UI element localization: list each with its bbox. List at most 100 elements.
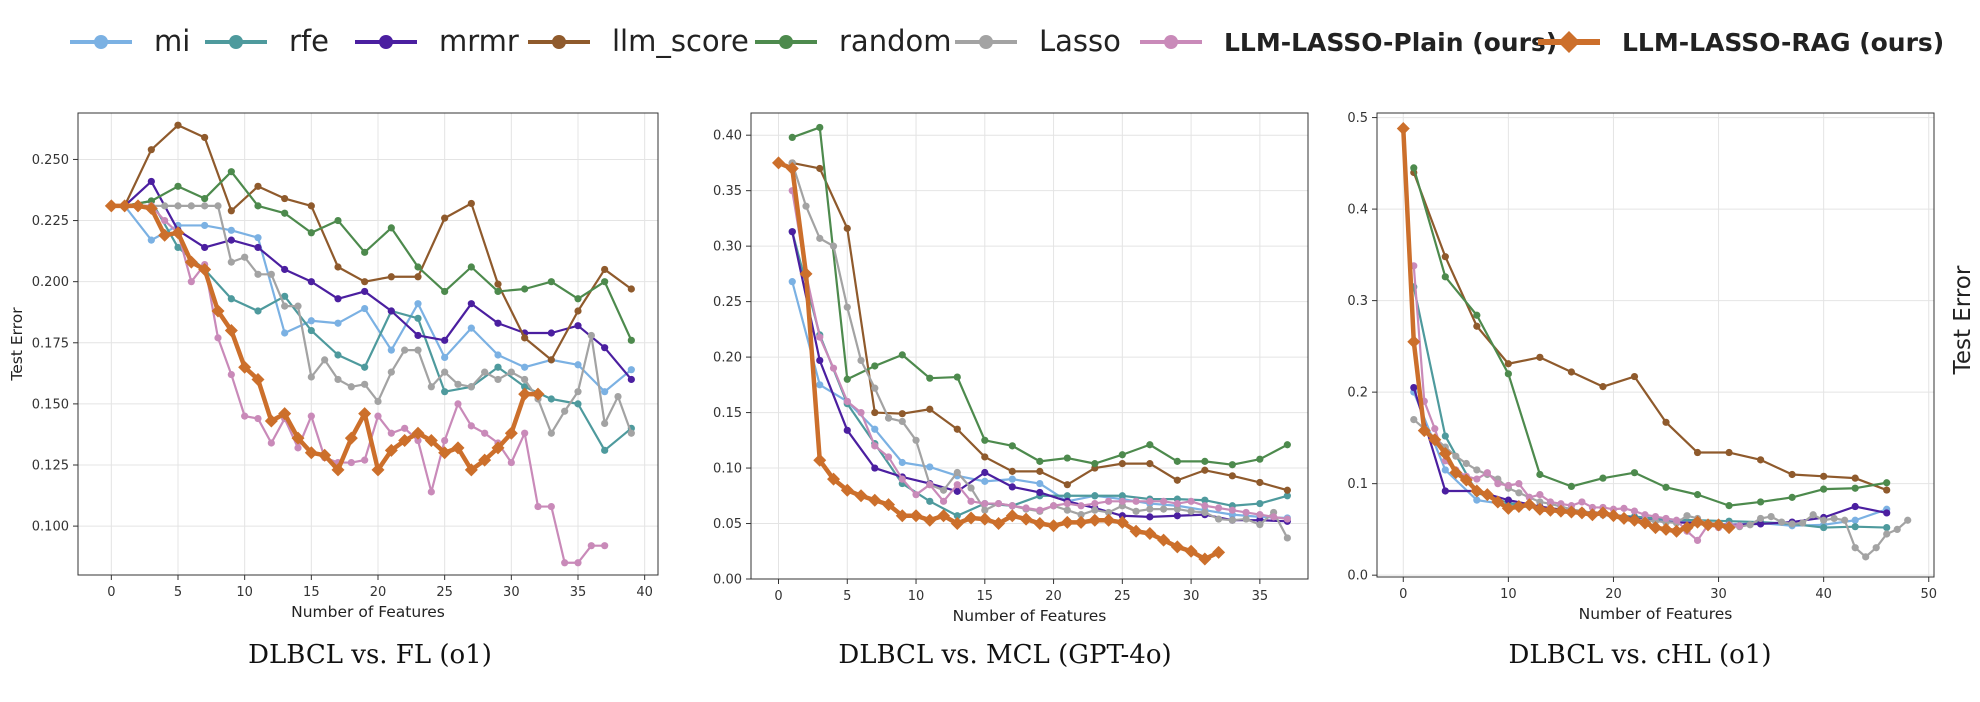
data-point bbox=[1283, 492, 1291, 500]
data-point bbox=[1088, 513, 1102, 527]
data-point bbox=[1201, 457, 1209, 465]
data-point bbox=[939, 497, 948, 505]
data-point bbox=[547, 329, 555, 337]
data-point bbox=[521, 375, 529, 384]
data-point bbox=[1173, 512, 1181, 520]
data-point bbox=[981, 453, 989, 461]
data-point bbox=[398, 434, 412, 448]
data-point bbox=[1504, 360, 1512, 368]
data-point bbox=[601, 419, 609, 428]
data-point bbox=[334, 319, 342, 327]
data-point bbox=[1228, 516, 1236, 524]
data-point bbox=[843, 375, 851, 383]
data-point bbox=[1820, 516, 1828, 524]
legend-label: rfe bbox=[289, 24, 329, 58]
data-point bbox=[1512, 500, 1526, 514]
data-point bbox=[254, 234, 262, 242]
data-point bbox=[1132, 507, 1140, 515]
x-tick-label: 0 bbox=[774, 589, 782, 604]
data-point bbox=[521, 383, 529, 391]
x-tick-label: 10 bbox=[908, 589, 925, 604]
data-point bbox=[521, 429, 529, 437]
caption-mcl: DLBCL vs. MCL (GPT-4o) bbox=[838, 640, 1172, 670]
data-point bbox=[227, 226, 235, 234]
data-point bbox=[1146, 441, 1154, 449]
data-point bbox=[334, 216, 342, 225]
data-point bbox=[1767, 512, 1775, 521]
data-point bbox=[1473, 496, 1481, 504]
y-tick-label: 0.1 bbox=[1347, 477, 1368, 492]
data-point bbox=[772, 156, 786, 170]
data-point bbox=[1170, 540, 1184, 554]
data-point bbox=[521, 285, 529, 293]
y-tick-label: 0.4 bbox=[1347, 203, 1368, 218]
x-tick-label: 25 bbox=[1114, 589, 1131, 604]
x-tick-label: 15 bbox=[977, 589, 994, 604]
data-point bbox=[1617, 511, 1631, 525]
data-point bbox=[467, 383, 475, 391]
data-point bbox=[843, 426, 851, 434]
data-point bbox=[1778, 518, 1786, 526]
data-point bbox=[1680, 521, 1694, 535]
data-point bbox=[1575, 506, 1589, 520]
data-point bbox=[854, 489, 868, 503]
series-mrmr bbox=[1410, 383, 1891, 529]
data-point bbox=[1049, 502, 1058, 510]
data-point bbox=[1651, 512, 1660, 521]
data-point bbox=[1712, 518, 1726, 532]
data-point bbox=[534, 502, 542, 511]
data-point bbox=[967, 484, 975, 492]
data-point bbox=[481, 429, 489, 437]
data-point bbox=[318, 448, 332, 462]
data-point bbox=[788, 133, 796, 142]
legend-swatch-marker bbox=[779, 35, 793, 49]
data-point bbox=[1036, 506, 1044, 514]
data-point bbox=[1033, 517, 1047, 531]
data-point bbox=[494, 351, 502, 359]
data-point bbox=[1201, 508, 1209, 517]
data-point bbox=[816, 356, 824, 365]
data-point bbox=[427, 488, 435, 496]
data-point bbox=[147, 177, 155, 186]
data-point bbox=[1588, 503, 1597, 512]
y-tick-label: 0.10 bbox=[713, 462, 742, 477]
data-point bbox=[895, 509, 909, 523]
data-point bbox=[587, 542, 595, 550]
data-point bbox=[1504, 496, 1512, 504]
data-point bbox=[1904, 516, 1912, 524]
series-llm-lasso-plain-ours bbox=[788, 187, 1291, 523]
data-point bbox=[347, 458, 355, 467]
data-point bbox=[201, 202, 209, 210]
data-point bbox=[1215, 515, 1223, 523]
data-point bbox=[224, 324, 238, 338]
series-line bbox=[1412, 265, 1740, 542]
legend-swatch-marker bbox=[1558, 31, 1580, 53]
data-point bbox=[441, 368, 449, 376]
data-point bbox=[227, 168, 235, 176]
data-point bbox=[307, 229, 315, 237]
data-point bbox=[816, 234, 824, 242]
data-point bbox=[1459, 473, 1473, 487]
data-point bbox=[1019, 512, 1033, 526]
data-point bbox=[802, 202, 810, 210]
data-point bbox=[1543, 503, 1557, 517]
data-point bbox=[1407, 335, 1421, 349]
data-point bbox=[254, 243, 262, 252]
series-group bbox=[104, 121, 635, 567]
data-point bbox=[813, 453, 827, 467]
data-point bbox=[898, 410, 906, 418]
data-point bbox=[1599, 474, 1607, 482]
data-point bbox=[1173, 457, 1181, 465]
data-point bbox=[307, 278, 315, 286]
data-point bbox=[161, 216, 169, 225]
data-point bbox=[1091, 460, 1099, 468]
data-point bbox=[1536, 491, 1544, 499]
legend-swatch-marker bbox=[979, 35, 993, 49]
data-point bbox=[1491, 495, 1505, 509]
data-point bbox=[227, 207, 235, 215]
data-point bbox=[438, 446, 452, 460]
data-point bbox=[1146, 460, 1154, 468]
data-point bbox=[926, 374, 934, 382]
data-point bbox=[909, 509, 923, 523]
data-point bbox=[1683, 512, 1691, 520]
